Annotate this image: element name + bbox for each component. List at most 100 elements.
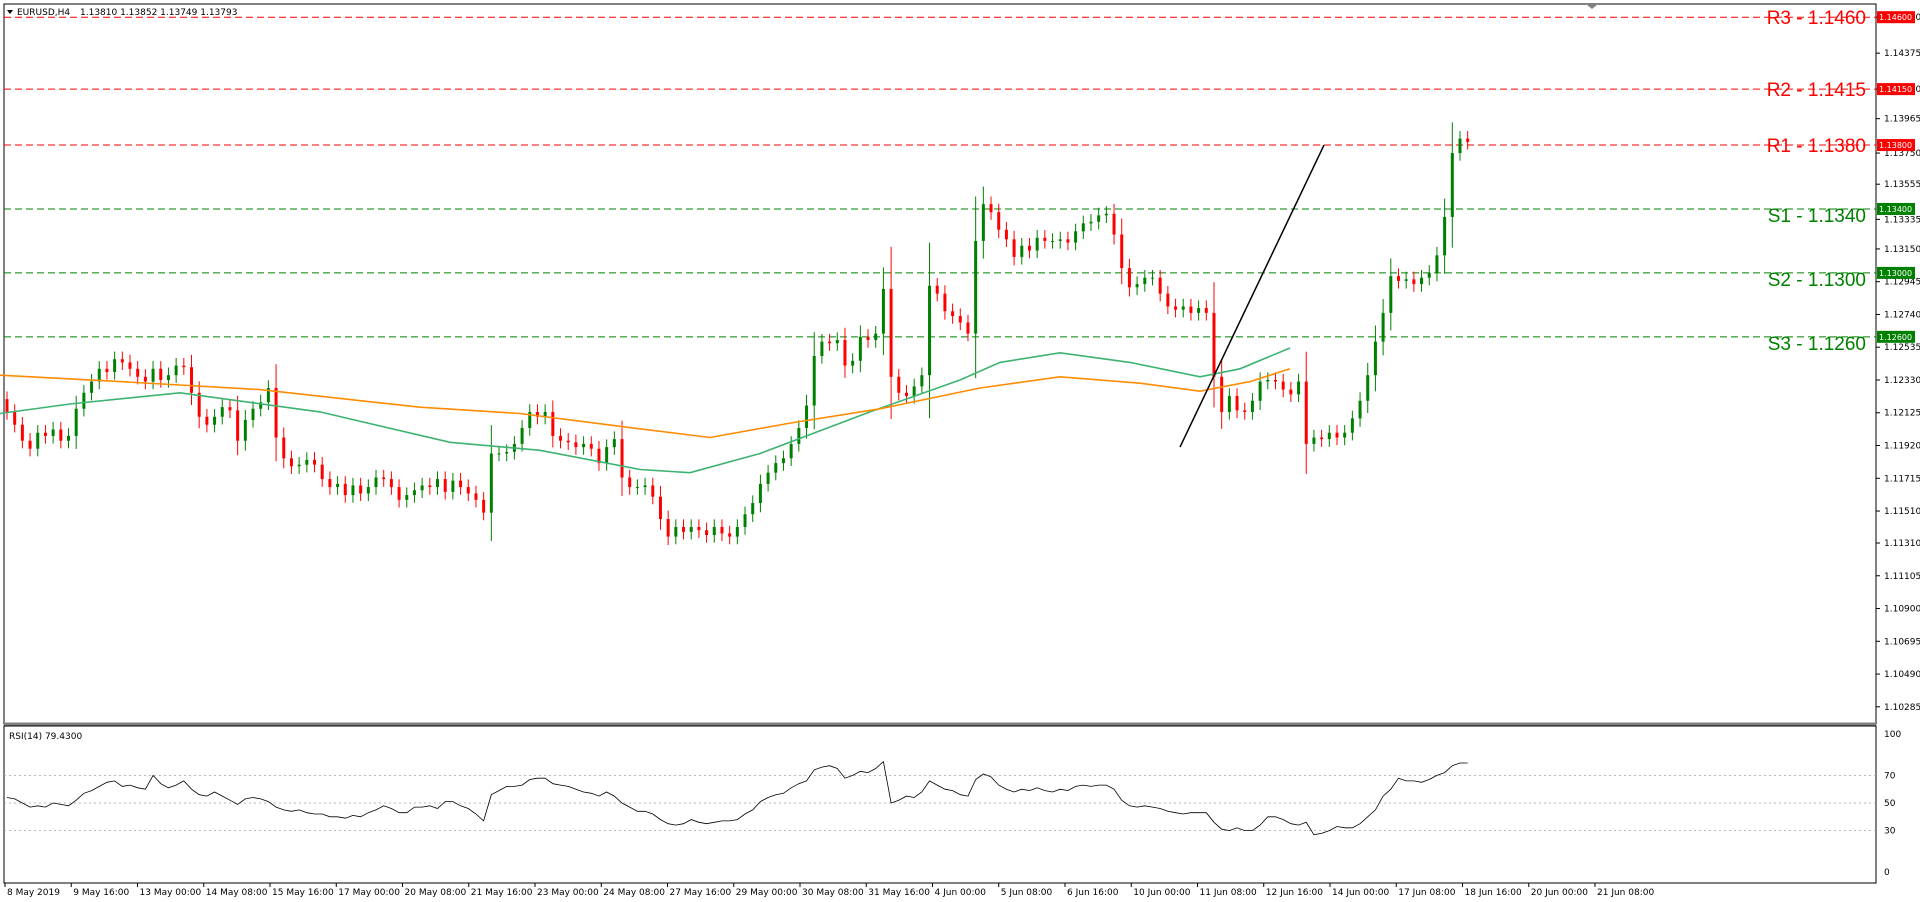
- candle-body-bull: [1058, 239, 1062, 241]
- time-axis: 8 May 2019 9 May 16:00 13 May 00:00 14 May …: [4, 883, 1654, 898]
- candle-body-bull: [1089, 221, 1093, 224]
- rsi-tick-label: 50: [1884, 799, 1896, 809]
- level-price-tag-text: 1.13400: [1879, 205, 1912, 214]
- candle-body-bear: [958, 316, 962, 323]
- candle-body-bear: [320, 464, 324, 480]
- candle-body-bull: [605, 447, 609, 464]
- candle-body-bull: [758, 483, 762, 504]
- candle-body-bull: [351, 485, 355, 496]
- candle-body-bear: [466, 487, 470, 494]
- candle-body-bear: [1012, 239, 1016, 257]
- candle-body-bear: [559, 435, 563, 441]
- level-price-tag-text: 1.13000: [1879, 269, 1912, 278]
- candle-body-bear: [535, 411, 539, 417]
- candle-body-bull: [220, 407, 224, 417]
- candle-body-bull: [82, 392, 86, 409]
- candle-body-bear: [628, 477, 632, 488]
- candle-body-bull: [1427, 272, 1431, 278]
- candle-body-bull: [1097, 215, 1101, 222]
- candle-body-bull: [1227, 395, 1231, 412]
- price-tick-label: 1.13335: [1884, 215, 1920, 225]
- time-tick-label: 8 May 2019: [7, 888, 60, 898]
- candle-body-bear: [1027, 245, 1031, 251]
- price-tick-label: 1.12535: [1884, 343, 1920, 353]
- scroll-shift-marker-icon[interactable]: [1586, 4, 1598, 9]
- time-tick-label: 10 Jun 00:00: [1133, 888, 1190, 898]
- candle-body-bull: [366, 487, 370, 494]
- candle-body-bull: [1104, 213, 1108, 216]
- trendline-group: [1179, 144, 1325, 448]
- candle-body-bull: [67, 435, 71, 441]
- level-price-tag-text: 1.14600: [1879, 13, 1912, 22]
- time-tick-label: 30 May 08:00: [802, 888, 864, 898]
- candle-body-bear: [459, 480, 463, 488]
- price-tick-label: 1.14375: [1884, 49, 1920, 59]
- candle-body-bull: [266, 387, 270, 403]
- candle-body-bull: [643, 485, 647, 488]
- candle-body-bull: [520, 427, 524, 444]
- candle-body-bull: [74, 408, 78, 436]
- candle-body-bull: [582, 443, 586, 448]
- price-tick-label: 1.13965: [1884, 115, 1920, 125]
- candle-body-bull: [820, 341, 824, 357]
- candle-body-bear: [1127, 268, 1131, 288]
- moving-averages: [0, 347, 1291, 474]
- candle-body-bear: [658, 496, 662, 520]
- candle-body-bull: [412, 490, 416, 496]
- level-label: S2 - 1.1300: [1768, 270, 1866, 291]
- candle-body-bear: [566, 440, 570, 443]
- time-tick-label: 20 May 08:00: [405, 888, 467, 898]
- candle-body-bear: [620, 439, 624, 478]
- price-tick-label: 1.10695: [1884, 637, 1920, 647]
- dropdown-arrow-icon[interactable]: [7, 10, 13, 14]
- candle-body-bear: [1289, 389, 1293, 395]
- candle-body-bull: [305, 459, 309, 465]
- level-price-tag: [1877, 202, 1915, 215]
- candle-body-bull: [336, 483, 340, 488]
- candle-body-bull: [1197, 308, 1201, 313]
- candle-body-bear: [1304, 381, 1308, 444]
- candle-body-bear: [1335, 432, 1339, 438]
- candle-body-bull: [113, 359, 117, 372]
- candle-body-bear: [482, 499, 486, 513]
- candle-body-bull: [874, 333, 878, 341]
- candle-body-bear: [59, 429, 63, 441]
- candle-body-bull: [712, 527, 716, 536]
- candle-body-bear: [1174, 306, 1178, 310]
- time-tick-label: 13 May 00:00: [140, 888, 202, 898]
- candle-body-bull: [451, 480, 455, 492]
- candle-body-bull: [1266, 379, 1270, 382]
- candle-body-bull: [97, 368, 101, 382]
- candle-body-bull: [213, 416, 217, 425]
- level-price-tag: [1877, 330, 1915, 343]
- support-resistance-levels: 1.14600 R3 - 1.1460 1.14150 R2 - 1.1415 1.13…: [4, 8, 1915, 355]
- candle-body-bull: [797, 427, 801, 444]
- candlestick-series: [5, 122, 1470, 546]
- candle-body-bull: [774, 463, 778, 473]
- candle-body-bear: [1189, 306, 1193, 313]
- candle-body-bull: [1051, 240, 1055, 242]
- candle-body-bull: [243, 419, 247, 441]
- candle-body-bull: [259, 402, 263, 409]
- time-tick-label: 23 May 00:00: [537, 888, 599, 898]
- candle-body-bull: [1350, 418, 1354, 433]
- rsi-tick-label: 30: [1884, 827, 1896, 837]
- ohlc-readout: 1.13810 1.13852 1.13749 1.13793: [80, 8, 237, 18]
- candle-body-bear: [897, 376, 901, 393]
- candle-body-bear: [274, 387, 278, 438]
- candle-body-bull: [881, 288, 885, 334]
- time-tick-label: 20 Jun 00:00: [1531, 888, 1588, 898]
- candle-body-bull: [420, 485, 424, 491]
- candle-body-bear: [136, 368, 140, 377]
- candle-body-bear: [951, 311, 955, 317]
- candle-body-bear: [1120, 234, 1124, 269]
- candle-body-bear: [313, 459, 317, 465]
- level-label: R1 - 1.1380: [1767, 136, 1866, 157]
- candle-body-bear: [728, 533, 732, 537]
- candle-body-bull: [51, 429, 55, 436]
- candle-body-bear: [597, 448, 601, 464]
- candle-body-bear: [1320, 437, 1324, 440]
- level-label: R2 - 1.1415: [1767, 80, 1866, 101]
- candle-body-bull: [36, 432, 40, 449]
- candle-body-bull: [635, 487, 639, 489]
